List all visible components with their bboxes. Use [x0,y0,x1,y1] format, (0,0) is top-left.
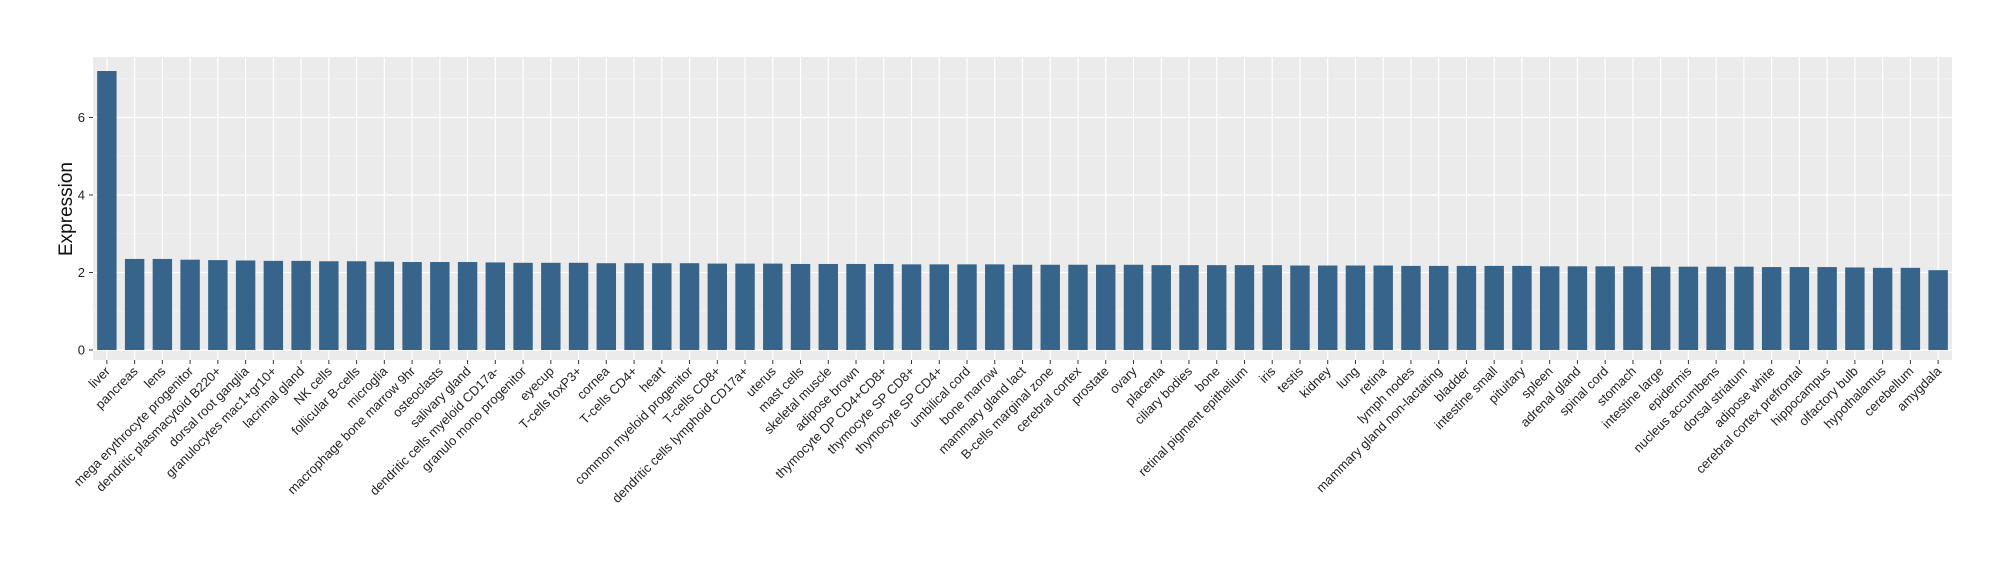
bar [1179,265,1199,350]
bar [1207,265,1227,350]
y-tick-label: 2 [78,265,85,280]
y-axis: 0 2 4 6 [78,110,93,358]
bar [1068,264,1088,350]
bars [97,71,1948,350]
bar [430,262,450,350]
bar [957,264,977,350]
bar [374,261,395,350]
bar [1734,266,1754,350]
bar [1234,265,1255,350]
bar [235,260,256,350]
bar [1040,264,1060,350]
y-axis-title: Expression [56,162,77,256]
bar [208,260,228,350]
bar [124,258,145,350]
bar [1900,267,1921,350]
bar [1761,267,1782,350]
bar [1151,265,1171,350]
bar [1512,265,1532,350]
bar [319,261,339,350]
bar [1317,265,1338,350]
bar [457,262,478,350]
bar [985,264,1005,350]
bar [1428,265,1449,350]
bar [541,262,561,350]
bar [1678,266,1699,350]
bar [901,264,922,350]
bar [1928,270,1948,350]
bar [97,71,117,350]
bar [652,263,672,350]
bar [929,264,949,350]
bar [1345,265,1366,350]
bar [790,263,811,350]
bar [263,260,284,350]
bar [818,263,838,350]
bar [485,262,506,350]
bar [568,262,589,350]
bar [1290,265,1310,350]
bar [1373,265,1393,350]
bar [291,260,311,350]
bar [846,263,866,350]
bar [1789,267,1810,350]
bar [679,263,700,350]
bar [1123,264,1144,350]
bar [735,263,755,350]
bar [1096,264,1116,350]
bar [180,259,200,350]
bar [1456,265,1477,350]
y-tick-label: 0 [78,343,85,358]
bar [1650,266,1671,350]
bar [402,262,422,350]
y-tick-label: 4 [78,188,85,203]
bar [513,262,533,350]
bar [1817,267,1837,350]
bar [596,263,617,350]
bar [1623,266,1643,350]
bar [1539,266,1560,350]
bar [1012,264,1033,350]
bar [624,263,644,350]
bar [346,261,367,350]
bar [1872,267,1893,350]
bar [1484,265,1504,350]
bar [874,263,894,350]
y-tick-label: 6 [78,110,85,125]
bar [1262,265,1282,350]
bar [152,258,173,350]
bar [707,263,728,350]
bar [1706,266,1726,350]
x-tick-label: kidney [1297,363,1335,401]
bar [1595,266,1615,350]
bar [1401,265,1421,350]
bar [1567,266,1588,350]
bar [763,263,783,350]
bar [1845,267,1865,350]
